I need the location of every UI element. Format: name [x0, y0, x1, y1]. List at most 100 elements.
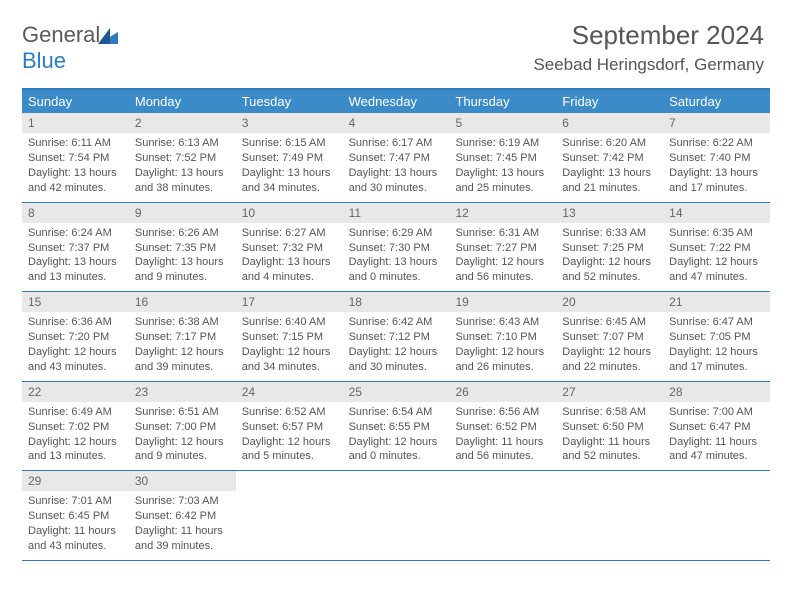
calendar-cell: 7Sunrise: 6:22 AMSunset: 7:40 PMDaylight… — [663, 113, 770, 202]
calendar-cell: 30Sunrise: 7:03 AMSunset: 6:42 PMDayligh… — [129, 471, 236, 560]
day-number: 29 — [22, 471, 129, 491]
calendar-cell: 20Sunrise: 6:45 AMSunset: 7:07 PMDayligh… — [556, 292, 663, 381]
day-data: Sunrise: 6:24 AMSunset: 7:37 PMDaylight:… — [22, 223, 129, 291]
day-data: Sunrise: 6:17 AMSunset: 7:47 PMDaylight:… — [343, 133, 450, 201]
calendar-week: 22Sunrise: 6:49 AMSunset: 7:02 PMDayligh… — [22, 382, 770, 472]
sunrise-line: Sunrise: 6:29 AM — [349, 226, 444, 241]
day-data: Sunrise: 7:00 AMSunset: 6:47 PMDaylight:… — [663, 402, 770, 470]
sunset-line: Sunset: 7:22 PM — [669, 241, 764, 256]
daylight-line: Daylight: 12 hours and 30 minutes. — [349, 345, 444, 375]
day-data: Sunrise: 6:52 AMSunset: 6:57 PMDaylight:… — [236, 402, 343, 470]
sunset-line: Sunset: 7:25 PM — [562, 241, 657, 256]
calendar-cell — [449, 471, 556, 560]
calendar-cell: 12Sunrise: 6:31 AMSunset: 7:27 PMDayligh… — [449, 203, 556, 292]
calendar-cell: 24Sunrise: 6:52 AMSunset: 6:57 PMDayligh… — [236, 382, 343, 471]
day-data: Sunrise: 6:54 AMSunset: 6:55 PMDaylight:… — [343, 402, 450, 470]
sunset-line: Sunset: 7:17 PM — [135, 330, 230, 345]
sunset-line: Sunset: 7:15 PM — [242, 330, 337, 345]
day-number: 3 — [236, 113, 343, 133]
daylight-line: Daylight: 13 hours and 34 minutes. — [242, 166, 337, 196]
calendar-cell: 25Sunrise: 6:54 AMSunset: 6:55 PMDayligh… — [343, 382, 450, 471]
sunrise-line: Sunrise: 6:31 AM — [455, 226, 550, 241]
sunset-line: Sunset: 7:40 PM — [669, 151, 764, 166]
day-data: Sunrise: 6:43 AMSunset: 7:10 PMDaylight:… — [449, 312, 556, 380]
sunset-line: Sunset: 6:52 PM — [455, 420, 550, 435]
sunrise-line: Sunrise: 6:17 AM — [349, 136, 444, 151]
day-number: 18 — [343, 292, 450, 312]
calendar-cell — [343, 471, 450, 560]
day-number: 14 — [663, 203, 770, 223]
calendar-cell: 6Sunrise: 6:20 AMSunset: 7:42 PMDaylight… — [556, 113, 663, 202]
day-number: 7 — [663, 113, 770, 133]
page-title: September 2024 — [533, 20, 764, 51]
day-number: 12 — [449, 203, 556, 223]
day-name: Saturday — [663, 90, 770, 113]
sunrise-line: Sunrise: 6:19 AM — [455, 136, 550, 151]
daylight-line: Daylight: 13 hours and 25 minutes. — [455, 166, 550, 196]
day-data: Sunrise: 7:01 AMSunset: 6:45 PMDaylight:… — [22, 491, 129, 559]
daylight-line: Daylight: 12 hours and 43 minutes. — [28, 345, 123, 375]
calendar-day-header: SundayMondayTuesdayWednesdayThursdayFrid… — [22, 90, 770, 113]
sunrise-line: Sunrise: 6:15 AM — [242, 136, 337, 151]
day-data: Sunrise: 6:56 AMSunset: 6:52 PMDaylight:… — [449, 402, 556, 470]
daylight-line: Daylight: 11 hours and 56 minutes. — [455, 435, 550, 465]
day-number: 19 — [449, 292, 556, 312]
sunset-line: Sunset: 7:12 PM — [349, 330, 444, 345]
calendar-cell: 13Sunrise: 6:33 AMSunset: 7:25 PMDayligh… — [556, 203, 663, 292]
page-header: September 2024 Seebad Heringsdorf, Germa… — [533, 20, 764, 75]
day-number: 17 — [236, 292, 343, 312]
daylight-line: Daylight: 12 hours and 39 minutes. — [135, 345, 230, 375]
day-number: 22 — [22, 382, 129, 402]
sunset-line: Sunset: 7:42 PM — [562, 151, 657, 166]
sunset-line: Sunset: 6:42 PM — [135, 509, 230, 524]
day-name: Wednesday — [343, 90, 450, 113]
day-name: Friday — [556, 90, 663, 113]
daylight-line: Daylight: 13 hours and 0 minutes. — [349, 255, 444, 285]
day-data: Sunrise: 6:22 AMSunset: 7:40 PMDaylight:… — [663, 133, 770, 201]
calendar-cell: 16Sunrise: 6:38 AMSunset: 7:17 PMDayligh… — [129, 292, 236, 381]
sunset-line: Sunset: 7:05 PM — [669, 330, 764, 345]
day-number: 5 — [449, 113, 556, 133]
daylight-line: Daylight: 13 hours and 21 minutes. — [562, 166, 657, 196]
day-name: Sunday — [22, 90, 129, 113]
sunrise-line: Sunrise: 6:45 AM — [562, 315, 657, 330]
day-data: Sunrise: 6:58 AMSunset: 6:50 PMDaylight:… — [556, 402, 663, 470]
daylight-line: Daylight: 12 hours and 13 minutes. — [28, 435, 123, 465]
calendar-cell: 11Sunrise: 6:29 AMSunset: 7:30 PMDayligh… — [343, 203, 450, 292]
calendar-cell: 3Sunrise: 6:15 AMSunset: 7:49 PMDaylight… — [236, 113, 343, 202]
day-data: Sunrise: 6:33 AMSunset: 7:25 PMDaylight:… — [556, 223, 663, 291]
page-location: Seebad Heringsdorf, Germany — [533, 55, 764, 75]
calendar-cell: 29Sunrise: 7:01 AMSunset: 6:45 PMDayligh… — [22, 471, 129, 560]
sunset-line: Sunset: 7:35 PM — [135, 241, 230, 256]
daylight-line: Daylight: 11 hours and 43 minutes. — [28, 524, 123, 554]
day-data: Sunrise: 6:49 AMSunset: 7:02 PMDaylight:… — [22, 402, 129, 470]
sunset-line: Sunset: 7:00 PM — [135, 420, 230, 435]
day-data: Sunrise: 6:26 AMSunset: 7:35 PMDaylight:… — [129, 223, 236, 291]
calendar-cell: 21Sunrise: 6:47 AMSunset: 7:05 PMDayligh… — [663, 292, 770, 381]
sunrise-line: Sunrise: 6:26 AM — [135, 226, 230, 241]
calendar-cell: 1Sunrise: 6:11 AMSunset: 7:54 PMDaylight… — [22, 113, 129, 202]
sunset-line: Sunset: 6:45 PM — [28, 509, 123, 524]
calendar-cell: 15Sunrise: 6:36 AMSunset: 7:20 PMDayligh… — [22, 292, 129, 381]
daylight-line: Daylight: 12 hours and 34 minutes. — [242, 345, 337, 375]
sunrise-line: Sunrise: 6:33 AM — [562, 226, 657, 241]
calendar-cell: 27Sunrise: 6:58 AMSunset: 6:50 PMDayligh… — [556, 382, 663, 471]
calendar-cell: 22Sunrise: 6:49 AMSunset: 7:02 PMDayligh… — [22, 382, 129, 471]
calendar-cell: 9Sunrise: 6:26 AMSunset: 7:35 PMDaylight… — [129, 203, 236, 292]
calendar-week: 29Sunrise: 7:01 AMSunset: 6:45 PMDayligh… — [22, 471, 770, 561]
daylight-line: Daylight: 12 hours and 26 minutes. — [455, 345, 550, 375]
sunrise-line: Sunrise: 7:01 AM — [28, 494, 123, 509]
calendar-cell: 26Sunrise: 6:56 AMSunset: 6:52 PMDayligh… — [449, 382, 556, 471]
day-number: 11 — [343, 203, 450, 223]
day-number: 20 — [556, 292, 663, 312]
calendar-cell — [663, 471, 770, 560]
calendar-cell: 2Sunrise: 6:13 AMSunset: 7:52 PMDaylight… — [129, 113, 236, 202]
day-number: 10 — [236, 203, 343, 223]
sunrise-line: Sunrise: 6:56 AM — [455, 405, 550, 420]
sunrise-line: Sunrise: 6:22 AM — [669, 136, 764, 151]
sunset-line: Sunset: 7:54 PM — [28, 151, 123, 166]
day-number: 1 — [22, 113, 129, 133]
day-data: Sunrise: 6:47 AMSunset: 7:05 PMDaylight:… — [663, 312, 770, 380]
day-data: Sunrise: 6:40 AMSunset: 7:15 PMDaylight:… — [236, 312, 343, 380]
calendar-cell: 8Sunrise: 6:24 AMSunset: 7:37 PMDaylight… — [22, 203, 129, 292]
